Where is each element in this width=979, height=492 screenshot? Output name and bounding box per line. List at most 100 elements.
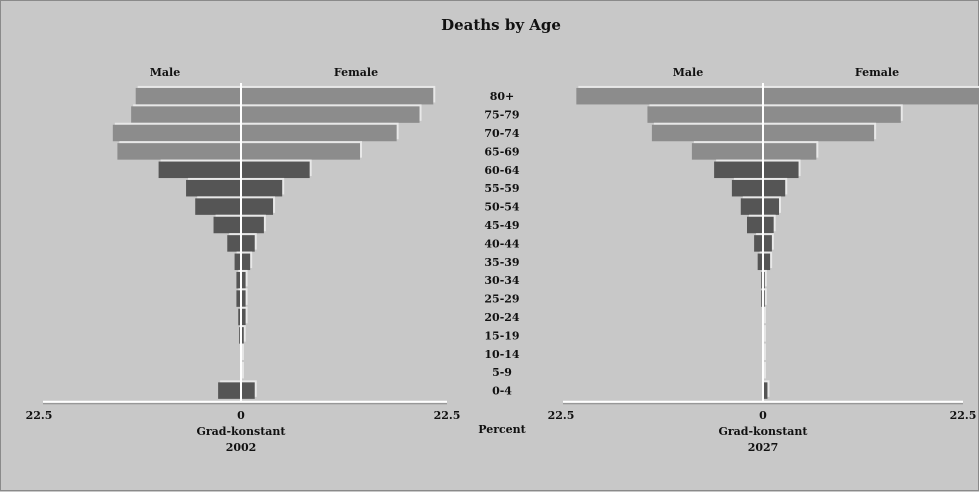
male-bar-65-69 <box>117 143 241 160</box>
female-bar-0-4 <box>241 382 255 399</box>
male-bar-55-59 <box>186 179 241 197</box>
male-bar-50-54 <box>740 198 763 215</box>
x-tick-center: 0 <box>759 409 767 422</box>
male-bar-shadow <box>242 343 243 361</box>
age-label-65-69: 65-69 <box>484 145 519 158</box>
female-label: Female <box>855 66 899 79</box>
male-bar-shadow <box>764 306 765 324</box>
male-bar-45-49 <box>213 216 241 234</box>
female-bar-60-64 <box>241 161 310 179</box>
female-bar-40-44 <box>241 235 255 252</box>
age-label-30-34: 30-34 <box>484 274 520 287</box>
female-bar-shadow <box>765 269 767 287</box>
female-bar-45-49 <box>241 216 264 234</box>
female-bar-50-54 <box>241 198 274 215</box>
panel-year: 2002 <box>226 441 257 454</box>
male-bar-75-79 <box>647 106 763 123</box>
male-bar-45-49 <box>747 216 763 234</box>
female-bar-shadow <box>243 325 246 342</box>
age-label-20-24: 20-24 <box>484 311 520 324</box>
female-bar-35-39 <box>763 253 771 271</box>
female-bar-35-39 <box>241 253 251 271</box>
male-label: Male <box>673 66 703 79</box>
age-labels: 80+ 75-79 70-74 65-69 60-64 55-59 50-54 45-49 40… <box>484 90 520 397</box>
age-label-50-54: 50-54 <box>484 201 520 214</box>
female-bar-75-79 <box>763 106 901 123</box>
female-bar-shadow <box>765 361 766 379</box>
male-bar-75-79 <box>131 106 241 123</box>
age-label-60-64: 60-64 <box>484 164 520 177</box>
male-bar-25-29 <box>236 290 241 307</box>
female-bar-55-59 <box>763 179 786 197</box>
male-bar-40-44 <box>754 235 763 252</box>
male-bar-20-24 <box>238 308 241 326</box>
female-bar-25-29 <box>241 290 246 307</box>
age-label-35-39: 35-39 <box>484 256 519 269</box>
female-bar-30-34 <box>241 271 246 289</box>
male-bar-shadow <box>242 361 243 379</box>
age-label-0-4: 0-4 <box>492 385 512 398</box>
female-bar-shadow <box>243 361 244 379</box>
center-axis-label: Percent <box>478 423 526 436</box>
female-bar-70-74 <box>241 124 397 142</box>
male-bar-shadow <box>764 361 765 379</box>
male-bar-80+ <box>576 87 763 105</box>
male-bar-0-4 <box>218 382 241 399</box>
female-bar-65-69 <box>241 143 361 160</box>
female-bar-80+ <box>241 87 434 105</box>
female-bar-70-74 <box>763 124 875 142</box>
female-bar-15-19 <box>241 327 244 344</box>
male-bar-70-74 <box>112 124 241 142</box>
female-bar-45-49 <box>763 216 774 234</box>
male-bar-35-39 <box>757 253 763 271</box>
x-tick-right: 22.5 <box>434 409 461 422</box>
x-tick-left: 22.5 <box>548 409 575 422</box>
female-bar-shadow <box>243 343 244 361</box>
x-axis-label: Grad-konstant <box>718 425 808 438</box>
age-label-10-14: 10-14 <box>484 348 520 361</box>
female-bar-80+ <box>763 87 979 105</box>
female-bar-shadow <box>765 306 766 324</box>
age-label-40-44: 40-44 <box>484 237 520 250</box>
age-label-70-74: 70-74 <box>484 127 520 140</box>
male-bar-30-34 <box>236 271 241 289</box>
female-label: Female <box>334 66 378 79</box>
age-label-5-9: 5-9 <box>492 366 512 379</box>
male-bar-55-59 <box>731 179 763 197</box>
male-bar-50-54 <box>195 198 241 215</box>
x-tick-left: 22.5 <box>26 409 53 422</box>
x-tick-right: 22.5 <box>950 409 977 422</box>
male-bar-shadow <box>764 343 765 361</box>
female-bar-shadow <box>765 325 766 342</box>
male-bar-70-74 <box>651 124 763 142</box>
male-bar-35-39 <box>234 253 241 271</box>
age-label-75-79: 75-79 <box>484 109 519 122</box>
male-label: Male <box>150 66 180 79</box>
male-bar-60-64 <box>158 161 241 179</box>
female-bar-shadow <box>765 343 766 361</box>
male-bar-40-44 <box>227 235 241 252</box>
age-label-15-19: 15-19 <box>484 329 519 342</box>
female-bar-60-64 <box>763 161 799 179</box>
male-bar-shadow <box>764 325 765 342</box>
age-label-55-59: 55-59 <box>484 182 519 195</box>
male-bar-65-69 <box>691 143 763 160</box>
male-bar-80+ <box>135 87 241 105</box>
chart-title: Deaths by Age <box>441 16 561 34</box>
female-bar-65-69 <box>763 143 817 160</box>
panel-2002: Male Female 22.5 0 22.5 Grad-konstant 2002 <box>26 66 461 454</box>
x-axis-label: Grad-konstant <box>196 425 286 438</box>
male-bar-60-64 <box>714 161 763 179</box>
panel-year: 2027 <box>748 441 779 454</box>
female-bar-50-54 <box>763 198 779 215</box>
x-tick-center: 0 <box>237 409 245 422</box>
female-bar-40-44 <box>763 235 772 252</box>
female-bar-75-79 <box>241 106 420 123</box>
female-bar-55-59 <box>241 179 283 197</box>
age-label-25-29: 25-29 <box>484 293 519 306</box>
panel-2027: Male Female 22.5 0 22.5 Grad-konstant 2027 <box>548 66 979 454</box>
female-bar-0-4 <box>763 382 768 399</box>
female-bar-20-24 <box>241 308 246 326</box>
